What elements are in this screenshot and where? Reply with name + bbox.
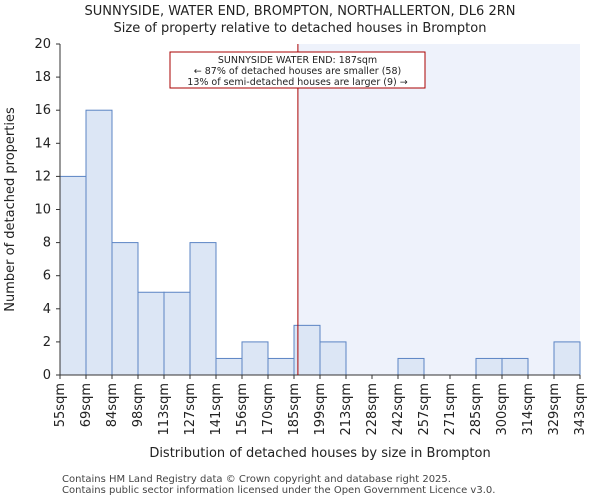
x-tick-label: 300sqm (495, 383, 510, 436)
bar (59, 175, 87, 376)
x-axis-label: Distribution of detached houses by size … (149, 446, 490, 461)
x-tick-label: 285sqm (469, 383, 484, 436)
annotation-box (169, 51, 426, 89)
x-tick-label: 228sqm (365, 383, 380, 436)
x-tick-label: 156sqm (235, 383, 250, 436)
bar (241, 341, 269, 376)
x-tick-label: 69sqm (79, 383, 94, 427)
x-tick-label: 127sqm (183, 383, 198, 436)
y-tick-label: 20 (34, 37, 51, 52)
y-tick-label: 0 (43, 368, 51, 383)
bar (397, 357, 425, 376)
footer-line-2: Contains public sector information licen… (62, 485, 496, 496)
bar (85, 109, 113, 376)
bar (189, 242, 217, 376)
y-axis-label: Number of detached properties (3, 107, 18, 312)
chart-title: SUNNYSIDE, WATER END, BROMPTON, NORTHALL… (84, 4, 516, 19)
bar (501, 357, 529, 376)
y-tick-label: 18 (34, 70, 51, 85)
bar (111, 242, 139, 376)
x-tick-label: 242sqm (391, 383, 406, 436)
annotation-line-2: ← 87% of detached houses are smaller (58… (194, 66, 401, 77)
bar (319, 341, 347, 376)
highlight-region (297, 44, 580, 375)
x-tick-label: 343sqm (573, 383, 588, 436)
y-tick-label: 6 (43, 269, 51, 284)
x-tick-label: 199sqm (313, 383, 328, 436)
bar (475, 357, 503, 376)
x-tick-label: 314sqm (521, 383, 536, 436)
annotation-line-1: SUNNYSIDE WATER END: 187sqm (218, 55, 377, 66)
x-tick-label: 55sqm (53, 383, 68, 427)
x-tick-label: 271sqm (443, 383, 458, 436)
chart-subtitle: Size of property relative to detached ho… (113, 21, 487, 36)
y-tick-label: 12 (34, 169, 51, 184)
x-tick-label: 185sqm (287, 383, 302, 436)
x-tick-label: 113sqm (157, 383, 172, 436)
y-tick-label: 8 (43, 236, 51, 251)
bar (163, 291, 191, 376)
y-tick-label: 2 (43, 335, 51, 350)
bar (215, 357, 243, 376)
x-tick-label: 98sqm (131, 383, 146, 427)
x-tick-label: 84sqm (105, 383, 120, 427)
bar (553, 341, 581, 376)
bar (267, 357, 295, 376)
y-tick-label: 16 (34, 103, 51, 118)
footer-line-1: Contains HM Land Registry data © Crown c… (62, 474, 451, 485)
annotation-line-3: 13% of semi-detached houses are larger (… (187, 77, 407, 88)
x-tick-label: 141sqm (209, 383, 224, 436)
x-tick-label: 257sqm (417, 383, 432, 436)
y-tick-label: 10 (34, 203, 51, 218)
x-tick-label: 213sqm (339, 383, 354, 436)
y-tick-label: 4 (43, 302, 51, 317)
x-tick-label: 170sqm (261, 383, 276, 436)
y-tick-label: 14 (34, 136, 51, 151)
bar (137, 291, 165, 376)
x-tick-label: 329sqm (547, 383, 562, 436)
